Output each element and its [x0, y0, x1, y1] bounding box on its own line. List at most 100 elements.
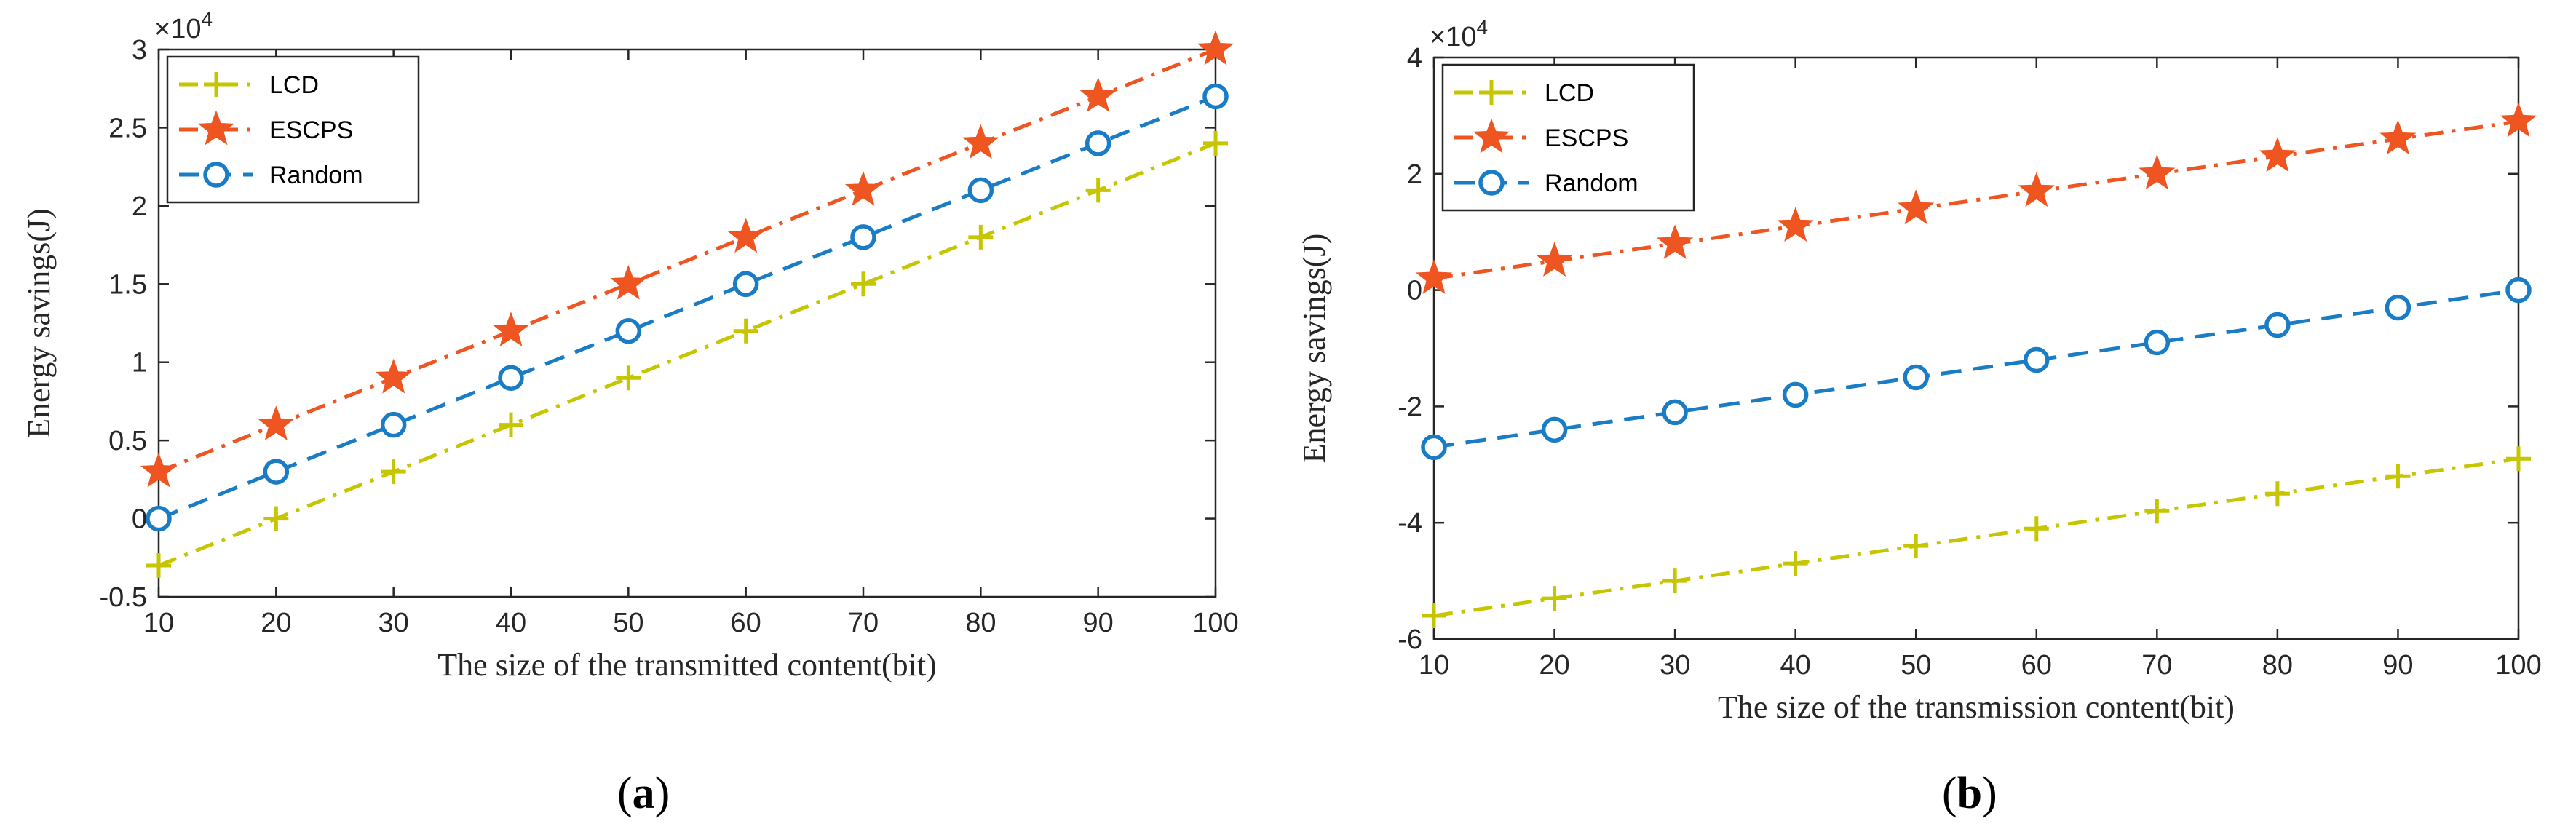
panel-b-y-exponent-base: ×10: [1430, 22, 1476, 52]
panel-b-x-tick-label: 70: [2141, 650, 2172, 681]
panel-a-escps-point: [140, 452, 178, 488]
panel-b-x-tick-label: 80: [2262, 650, 2293, 681]
panel-b-x-tick-label: 50: [1901, 650, 1931, 681]
panel-b-legend-label-escps: ESCPS: [1545, 124, 1628, 152]
panel-a-random-point: [732, 271, 759, 298]
panel-b-random-line: [1433, 288, 2519, 449]
panel-a-random-point: [380, 411, 407, 438]
panel-a-x-tick-label: 10: [143, 608, 174, 638]
panel-a-y-tick-label: 1: [132, 348, 147, 378]
panel-a-y-exponent: ×104: [154, 8, 213, 44]
panel-b-escps-point: [2379, 119, 2417, 155]
panel-a-series-lcd: [146, 130, 1228, 579]
panel-a-x-tick-label: 80: [965, 608, 996, 638]
panel-a-escps-point: [375, 358, 412, 394]
panel-a-legend-label-lcd: LCD: [269, 71, 319, 99]
panel-a-x-tick-label: 100: [1192, 608, 1238, 638]
panel-b-random-point: [2264, 312, 2291, 338]
panel-b-series-lcd: [1422, 446, 2531, 629]
panel-b-escps-point: [1536, 242, 1573, 277]
panel-a-y-tick-label: 2.5: [108, 113, 147, 143]
panel-a-x-tick-label: 20: [261, 608, 291, 638]
panel-a-y-tick-label: 0.5: [108, 426, 147, 456]
panel-a-x-tick-label: 50: [613, 608, 643, 638]
panel-a-series-escps: [140, 30, 1235, 488]
panel-b-y-tick-label: -2: [1398, 392, 1422, 422]
panel-a-lcd-point: [851, 271, 876, 297]
panel-b-series-random: [1421, 277, 2532, 461]
panel-b-lcd-point: [2144, 499, 2170, 524]
panel-a-legend: LCD ESCPS Random: [166, 55, 420, 204]
panel-a-random-point: [146, 505, 172, 532]
panel-b-lcd-point: [2385, 464, 2411, 489]
panel-b-x-tick-label: 30: [1660, 650, 1690, 681]
panel-a-lcd-point: [381, 459, 406, 485]
panel-b-x-tick-label: 100: [2495, 650, 2541, 681]
panel-b-legend-label-random: Random: [1545, 170, 1638, 197]
panel-a-y-tick-label: 3: [132, 35, 147, 66]
panel-b-lcd-point: [2024, 516, 2049, 542]
panel-a-escps-point: [492, 312, 530, 347]
panel-b-y-tick-label: -4: [1398, 508, 1422, 539]
panel-b-y-tick-label: 0: [1407, 276, 1422, 306]
panel-b-y-axis-label: Energy savings(J): [1296, 234, 1332, 464]
panel-a-y-tick-label: 0: [132, 504, 147, 535]
panel-b-escps-point: [1415, 259, 1453, 294]
panel-a-escps-point: [1079, 77, 1117, 112]
panel-a-legend-marker-lcd: [204, 72, 229, 97]
panel-b-y-exponent-power: 4: [1476, 16, 1488, 39]
panel-a-lcd-point: [146, 553, 171, 579]
panel-b-escps-point: [1898, 189, 1935, 225]
panel-a-escps-point: [610, 264, 647, 300]
panel-b-lcd-point: [1662, 568, 1688, 594]
panel-a-legend-label-random: Random: [269, 162, 363, 189]
panel-a-random-line: [158, 95, 1216, 520]
panel-a-lcd-point: [1085, 178, 1111, 203]
panel-b-x-tick-label: 90: [2382, 650, 2413, 681]
panel-b-random-point: [2505, 277, 2532, 304]
panel-b-random-point: [1782, 381, 1809, 408]
panel-a-random-point: [1085, 130, 1111, 156]
panel-a-lcd-line: [158, 141, 1216, 568]
panel-b-caption-letter: b: [1957, 769, 1982, 818]
panel-b-x-tick-label: 20: [1539, 650, 1569, 681]
panel-a-x-axis-label: The size of the transmitted content(bit): [437, 647, 936, 683]
panel-b-legend: LCD ESCPS Random: [1441, 63, 1695, 212]
panel-a-lcd-point: [968, 224, 994, 250]
panel-a-lcd-point: [263, 506, 289, 531]
panel-b-x-tick-label: 40: [1780, 650, 1811, 681]
panel-b-y-tick-label: 4: [1407, 43, 1422, 74]
panel-b-x-tick-label: 10: [1419, 650, 1449, 681]
panel-b-escps-point: [1777, 207, 1814, 242]
panel-a-y-axis-label: Energy savings(J): [21, 208, 57, 438]
panel-a-lcd-point: [733, 318, 758, 344]
panel-a-lcd-point: [616, 365, 641, 391]
panel-b-lcd-point: [1422, 603, 1446, 629]
panel-b-x-axis-label: The size of the transmission content(bit…: [1718, 689, 2235, 725]
panel-b-y-exponent: ×104: [1430, 16, 1488, 52]
panel-b-series-escps: [1415, 102, 2537, 294]
panel-a-caption-letter: a: [633, 769, 655, 818]
panel-b-legend-marker-random: [1478, 170, 1505, 196]
panel-b-random-point: [1903, 364, 1929, 391]
panel-a-y-tick-label: 2: [132, 191, 147, 222]
panel-a-x-tick-label: 60: [731, 608, 761, 638]
panel-b-lcd-point: [2264, 481, 2290, 507]
panel-a-x-tick-label: 30: [379, 608, 409, 638]
panel-b-escps-point: [2259, 137, 2296, 172]
panel-b-x-tick-label: 60: [2021, 650, 2052, 681]
panel-b-lcd-point: [2506, 446, 2531, 472]
panel-a-escps-point: [962, 124, 999, 159]
panel-a-y-tick-label: -0.5: [100, 582, 147, 613]
panel-b-lcd-point: [1903, 534, 1929, 559]
panel-a-legend-marker-random: [203, 162, 229, 188]
panel-a-escps-point: [258, 405, 295, 441]
panel-b-random-point: [2144, 329, 2171, 356]
panel-a-chart: 10 20 30 40 50 60 70 80 90 100 -0.5 0 0.5 1 1.5 2 2.5 3×1…: [21, 8, 1239, 818]
panel-a-random-point: [498, 365, 524, 391]
panel-a-escps-point: [844, 170, 882, 206]
panel-a-legend-label-escps: ESCPS: [269, 116, 353, 144]
panel-a-random-point: [263, 459, 290, 485]
panel-b-lcd-point: [1542, 586, 1567, 611]
